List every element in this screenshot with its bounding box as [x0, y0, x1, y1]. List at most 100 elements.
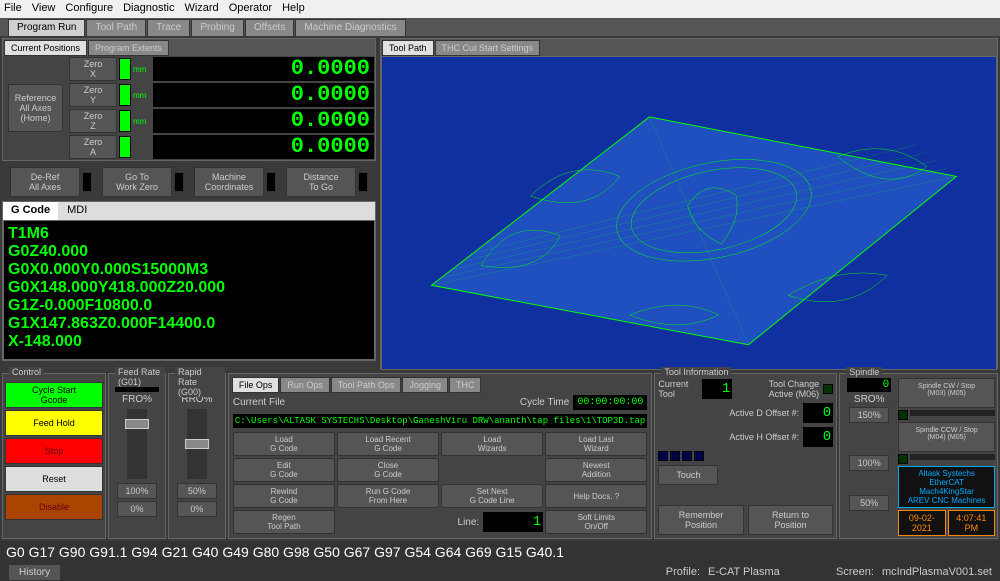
gcode-tab-0[interactable]: G Code: [3, 202, 58, 220]
control-group-title: Control: [9, 367, 44, 377]
menu-view[interactable]: View: [32, 2, 56, 16]
file-tab-3[interactable]: Jogging: [402, 377, 448, 393]
view-tab-1[interactable]: THC Cut Start Settings: [435, 40, 541, 56]
file-btn-2-0[interactable]: Rewind G Code: [233, 484, 335, 508]
current-tool-label: Current Tool: [658, 379, 698, 399]
file-btn-0-1[interactable]: Load Recent G Code: [337, 432, 439, 456]
axis-z-led: [119, 110, 131, 132]
reference-all-axes-button[interactable]: Reference All Axes (Home): [8, 84, 63, 132]
spindle-ccw-button[interactable]: Spindle CCW / Stop (M04) (M05): [898, 422, 995, 452]
axis-y-unit: mm: [133, 91, 151, 100]
view-tab-0[interactable]: Tool Path: [382, 40, 434, 56]
menu-file[interactable]: File: [4, 2, 22, 16]
dro-y-value: 0.0000: [153, 83, 374, 107]
tool-led-1: [658, 451, 668, 461]
reset-button[interactable]: Reset: [5, 466, 103, 492]
axis-led-0: [82, 172, 92, 192]
cycle-time-value: 00:00:00:00: [573, 395, 647, 410]
spindle-150-button[interactable]: 150%: [849, 407, 889, 423]
spindle-50-button[interactable]: 50%: [849, 495, 889, 511]
cw-led: [898, 410, 908, 420]
zero-y-button[interactable]: ZeroY: [69, 83, 117, 107]
feed-rate-slider[interactable]: [127, 409, 147, 479]
rapid-0-button[interactable]: 0%: [177, 501, 217, 517]
spindle-cw-button[interactable]: Spindle CW / Stop (M03) (M05): [898, 378, 995, 408]
ccw-led: [898, 454, 908, 464]
h-offset-label: Active H Offset #:: [658, 432, 799, 442]
file-btn-2-3[interactable]: Help Docs. ?: [545, 484, 647, 508]
axis-btn-3[interactable]: Distance To Go: [286, 167, 356, 197]
stop-button[interactable]: Stop: [5, 438, 103, 464]
rapid-50-button[interactable]: 50%: [177, 483, 217, 499]
main-tab-offsets[interactable]: Offsets: [245, 19, 295, 36]
feed-100-button[interactable]: 100%: [117, 483, 157, 499]
menu-wizard[interactable]: Wizard: [184, 2, 218, 16]
rapid-rate-slider[interactable]: [187, 409, 207, 479]
file-btn-2-2[interactable]: Set Next G Code Line: [441, 484, 543, 508]
file-btn-2-1[interactable]: Run G Code From Here: [337, 484, 439, 508]
disable-button[interactable]: Disable: [5, 494, 103, 520]
line-value: 1: [483, 512, 543, 532]
screen-label: Screen:: [836, 566, 874, 578]
menu-operator[interactable]: Operator: [229, 2, 272, 16]
time-display: 4:07:41 PM: [948, 510, 995, 536]
toolpath-viewer[interactable]: [381, 56, 997, 370]
pos-tab-1[interactable]: Program Extents: [88, 40, 169, 56]
file-btn-3-3[interactable]: Soft Limits On/Off: [545, 510, 647, 534]
main-tab-probing[interactable]: Probing: [191, 19, 243, 36]
spindle-title: Spindle: [846, 367, 882, 377]
zero-z-button[interactable]: ZeroZ: [69, 109, 117, 133]
axis-led-2: [266, 172, 276, 192]
date-display: 09-02-2021: [898, 510, 945, 536]
main-tab-machine-diagnostics[interactable]: Machine Diagnostics: [295, 19, 405, 36]
axis-a-led: [119, 136, 131, 158]
file-btn-3-0[interactable]: Regen Tool Path: [233, 510, 335, 534]
axis-btn-1[interactable]: Go To Work Zero: [102, 167, 172, 197]
sro-label: SRO%: [854, 394, 885, 405]
menu-help[interactable]: Help: [282, 2, 305, 16]
history-button[interactable]: History: [8, 564, 61, 581]
feed-0-button[interactable]: 0%: [117, 501, 157, 517]
axis-btn-0[interactable]: De-Ref All Axes: [10, 167, 80, 197]
remember-position-button[interactable]: Remember Position: [658, 505, 743, 535]
line-label: Line:: [458, 517, 480, 528]
tool-led-2: [670, 451, 680, 461]
main-tab-trace[interactable]: Trace: [147, 19, 190, 36]
axis-x-unit: mm: [133, 65, 151, 74]
tool-change-led: [823, 384, 833, 394]
touch-button[interactable]: Touch: [658, 465, 718, 485]
file-tab-4[interactable]: THC: [449, 377, 482, 393]
feed-hold-button[interactable]: Feed Hold: [5, 410, 103, 436]
file-tab-0[interactable]: File Ops: [232, 377, 280, 393]
main-tab-program-run[interactable]: Program Run: [8, 19, 85, 36]
d-offset-label: Active D Offset #:: [658, 408, 799, 418]
axis-btn-2[interactable]: Machine Coordinates: [194, 167, 264, 197]
pos-tab-0[interactable]: Current Positions: [4, 40, 87, 56]
file-btn-1-0[interactable]: Edit G Code: [233, 458, 335, 482]
dro-x-value: 0.0000: [153, 57, 374, 81]
axis-x-led: [119, 58, 131, 80]
file-btn-1-3[interactable]: Newest Addition: [545, 458, 647, 482]
file-btn-0-3[interactable]: Load Last Wizard: [545, 432, 647, 456]
modal-status-line: G0 G17 G90 G91.1 G94 G21 G40 G49 G80 G98…: [0, 541, 1000, 563]
file-btn-1-1[interactable]: Close G Code: [337, 458, 439, 482]
file-tab-1[interactable]: Run Ops: [280, 377, 330, 393]
zero-x-button[interactable]: ZeroX: [69, 57, 117, 81]
file-tab-2[interactable]: Tool Path Ops: [331, 377, 402, 393]
main-tab-tool-path[interactable]: Tool Path: [86, 19, 146, 36]
file-btn-0-2[interactable]: Load Wizards: [441, 432, 543, 456]
spindle-100-button[interactable]: 100%: [849, 455, 889, 471]
menu-diagnostic[interactable]: Diagnostic: [123, 2, 174, 16]
gcode-tab-1[interactable]: MDI: [59, 202, 95, 220]
menu-configure[interactable]: Configure: [65, 2, 113, 16]
current-tool-value: 1: [702, 379, 732, 399]
axis-led-1: [174, 172, 184, 192]
return-position-button[interactable]: Return to Position: [748, 505, 833, 535]
cycle-start-button[interactable]: Cycle Start Gcode: [5, 382, 103, 408]
profile-label: Profile:: [666, 566, 700, 578]
file-btn-0-0[interactable]: Load G Code: [233, 432, 335, 456]
axis-led-3: [358, 172, 368, 192]
d-offset-value: 0: [803, 403, 833, 423]
zero-a-button[interactable]: ZeroA: [69, 135, 117, 159]
rapid-rate-title: Rapid Rate (G00): [175, 367, 225, 397]
